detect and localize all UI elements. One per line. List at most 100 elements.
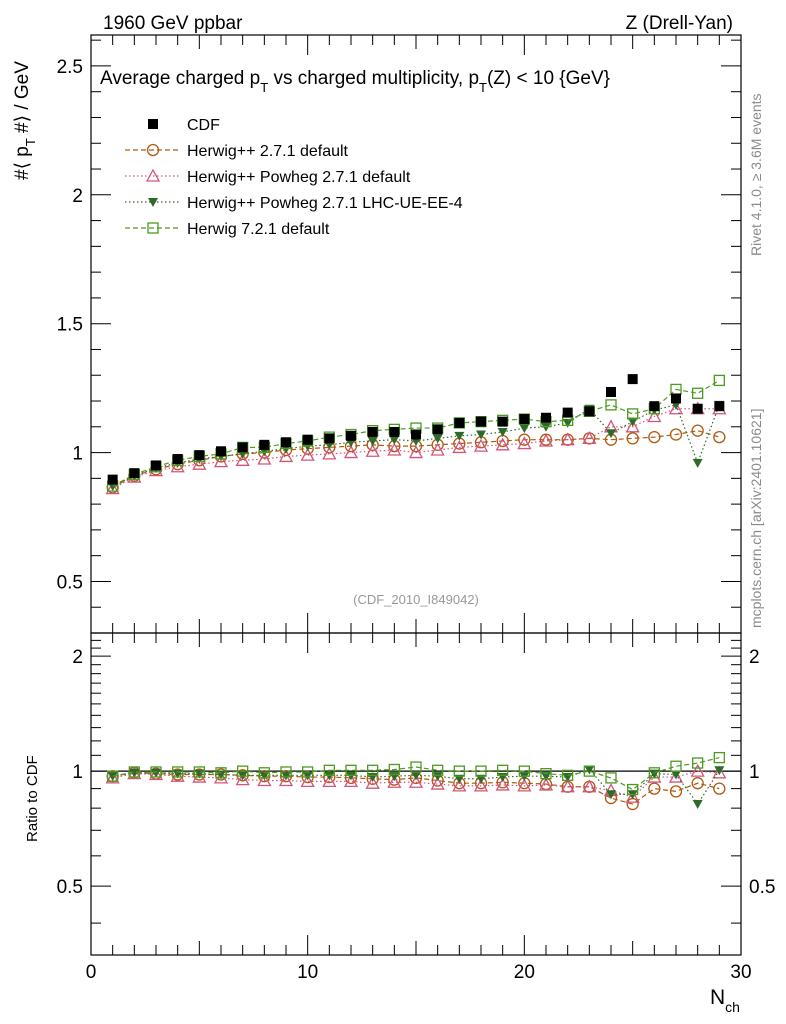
- ratio-y-tick-label-right: 2: [749, 647, 760, 668]
- ratio-point-herwig-7-2-1-default: [562, 769, 574, 781]
- data-point-cdf: [432, 424, 443, 435]
- ratio-point-herwig-7-2-1-default: [172, 766, 184, 778]
- legend-label-herwig-powheg-2-7-1-default: Herwig++ Powheg 2.7.1 default: [187, 169, 411, 186]
- data-point-cdf: [671, 393, 681, 404]
- ratio-point-herwig-powheg-2-7-1-default: [387, 774, 402, 788]
- ratio-point-herwig-powheg-2-7-1-lhc-ue-ee-4: [584, 765, 595, 775]
- y-axis-label-part-b: #⟩ / GeV: [12, 61, 33, 138]
- legend-marker-cdf: [148, 119, 158, 129]
- data-point-cdf: [237, 442, 248, 453]
- ratio-y-tick-label: 0.5: [57, 877, 83, 898]
- ratio-line-herwig-7-2-1-default: [112, 757, 720, 791]
- data-point-herwig-powheg-2-7-1-lhc-ue-ee-4: [432, 434, 443, 444]
- ratio-line-herwig-powheg-2-7-1-lhc-ue-ee-4: [112, 768, 720, 806]
- ratio-point-herwig-powheg-2-7-1-default: [278, 773, 294, 787]
- ratio-point-herwig-powheg-2-7-1-lhc-ue-ee-4: [259, 771, 270, 781]
- ratio-point-herwig-7-2-1-default: [215, 767, 227, 779]
- data-point-herwig-powheg-2-7-1-default: [192, 456, 207, 470]
- x-axis-label-sub: ch: [725, 999, 740, 1015]
- data-point-herwig-powheg-2-7-1-default: [278, 449, 294, 463]
- ratio-point-herwig-powheg-2-7-1-lhc-ue-ee-4: [432, 772, 443, 782]
- ratio-point-herwig-powheg-2-7-1-default: [343, 774, 359, 788]
- data-point-herwig-7-2-1-default: [605, 399, 617, 411]
- ratio-point-herwig-powheg-2-7-1-default: [560, 779, 575, 793]
- ratio-point-herwig-powheg-2-7-1-default: [257, 773, 272, 787]
- ratio-point-herwig-powheg-2-7-1-default: [322, 774, 337, 788]
- ratio-point-herwig-powheg-2-7-1-default: [495, 777, 510, 791]
- plot-title-part-b: vs charged multiplicity, p: [268, 68, 479, 89]
- ratio-point-herwig-2-7-1-default: [691, 777, 704, 790]
- x-tick-label: 10: [297, 962, 318, 983]
- legend-marker-herwig-7-2-1-default: [147, 222, 159, 234]
- ratio-point-herwig-powheg-2-7-1-lhc-ue-ee-4: [606, 790, 616, 800]
- data-point-cdf: [714, 401, 725, 412]
- ratio-point-herwig-7-2-1-default: [237, 765, 249, 777]
- data-point-cdf: [497, 416, 508, 427]
- ratio-point-herwig-7-2-1-default: [453, 765, 465, 777]
- ratio-point-herwig-powheg-2-7-1-default: [105, 770, 120, 784]
- data-point-herwig-powheg-2-7-1-lhc-ue-ee-4: [562, 418, 573, 428]
- data-point-herwig-2-7-1-default: [713, 430, 726, 444]
- ratio-point-herwig-7-2-1-default: [388, 763, 400, 776]
- series-line-herwig-7-2-1-default: [112, 379, 720, 487]
- data-point-herwig-powheg-2-7-1-lhc-ue-ee-4: [454, 431, 465, 441]
- data-point-herwig-powheg-2-7-1-default: [343, 445, 359, 459]
- data-point-herwig-powheg-2-7-1-lhc-ue-ee-4: [476, 430, 486, 440]
- data-point-herwig-powheg-2-7-1-default: [408, 445, 424, 459]
- data-point-cdf: [649, 401, 660, 412]
- ratio-point-herwig-7-2-1-default: [193, 766, 205, 778]
- data-point-cdf: [627, 374, 638, 385]
- legend-label-herwig-powheg-2-7-1-lhc-ue-ee-4: Herwig++ Powheg 2.7.1 LHC-UE-EE-4: [187, 195, 463, 212]
- ratio-point-herwig-7-2-1-default: [670, 760, 682, 772]
- ratio-point-herwig-2-7-1-default: [648, 782, 661, 795]
- ratio-point-herwig-7-2-1-default: [648, 767, 660, 779]
- data-point-herwig-2-7-1-default: [691, 424, 704, 437]
- ratio-point-herwig-powheg-2-7-1-lhc-ue-ee-4: [367, 773, 378, 783]
- data-point-herwig-powheg-2-7-1-lhc-ue-ee-4: [389, 435, 400, 445]
- main-axis-ticks: 0.5 1 1.5 2 2.5: [57, 35, 742, 634]
- ratio-point-herwig-7-2-1-default: [107, 770, 119, 782]
- mcplots-label: mcplots.cern.ch [arXiv:2401.10621]: [748, 409, 764, 628]
- data-point-herwig-powheg-2-7-1-lhc-ue-ee-4: [519, 424, 530, 434]
- ratio-point-herwig-7-2-1-default: [518, 765, 530, 777]
- plot-title: Average charged pT vs charged multiplici…: [100, 68, 610, 95]
- data-point-herwig-7-2-1-default: [692, 387, 704, 399]
- data-point-cdf: [454, 417, 465, 428]
- ratio-point-herwig-powheg-2-7-1-default: [300, 774, 315, 788]
- data-point-cdf: [216, 446, 226, 457]
- ratio-panel-frame: [90, 632, 742, 956]
- energy-label: 1960 GeV ppbar: [103, 13, 243, 34]
- ratio-point-herwig-7-2-1-default: [432, 764, 444, 776]
- data-point-cdf: [389, 426, 400, 437]
- data-point-cdf: [692, 403, 703, 414]
- data-point-herwig-powheg-2-7-1-lhc-ue-ee-4: [367, 436, 378, 446]
- ratio-point-herwig-7-2-1-default: [302, 766, 314, 778]
- ratio-series-layer: [105, 751, 727, 811]
- ratio-point-herwig-powheg-2-7-1-default: [365, 775, 380, 789]
- data-point-cdf: [172, 454, 183, 465]
- ratio-point-herwig-powheg-2-7-1-lhc-ue-ee-4: [671, 770, 681, 780]
- data-point-cdf: [151, 460, 161, 471]
- ratio-point-herwig-7-2-1-default: [497, 764, 509, 776]
- legend-marker-herwig-powheg-2-7-1-default: [145, 168, 161, 182]
- ratio-point-herwig-powheg-2-7-1-lhc-ue-ee-4: [281, 771, 291, 781]
- legend-marker-herwig-2-7-1-default: [146, 143, 160, 157]
- ratio-point-herwig-powheg-2-7-1-lhc-ue-ee-4: [411, 771, 421, 781]
- data-point-cdf: [367, 426, 378, 437]
- data-point-herwig-powheg-2-7-1-default: [668, 401, 684, 415]
- ratio-point-herwig-7-2-1-default: [345, 764, 357, 776]
- ratio-point-herwig-powheg-2-7-1-lhc-ue-ee-4: [714, 766, 725, 776]
- series-line-herwig-powheg-2-7-1-default: [112, 408, 720, 490]
- data-point-cdf: [324, 433, 335, 444]
- ratio-point-herwig-7-2-1-default: [540, 767, 552, 780]
- data-point-cdf: [302, 434, 313, 445]
- ratio-point-herwig-7-2-1-default: [692, 757, 704, 769]
- ratio-point-herwig-powheg-2-7-1-default: [690, 763, 705, 777]
- ratio-y-tick-label: 1: [72, 762, 83, 783]
- data-point-cdf: [411, 429, 421, 440]
- data-point-cdf: [606, 386, 616, 397]
- data-point-herwig-powheg-2-7-1-default: [235, 452, 250, 466]
- ratio-point-herwig-7-2-1-default: [627, 783, 639, 796]
- ratio-point-herwig-powheg-2-7-1-default: [148, 767, 164, 781]
- x-axis-label: Nch: [710, 986, 740, 1015]
